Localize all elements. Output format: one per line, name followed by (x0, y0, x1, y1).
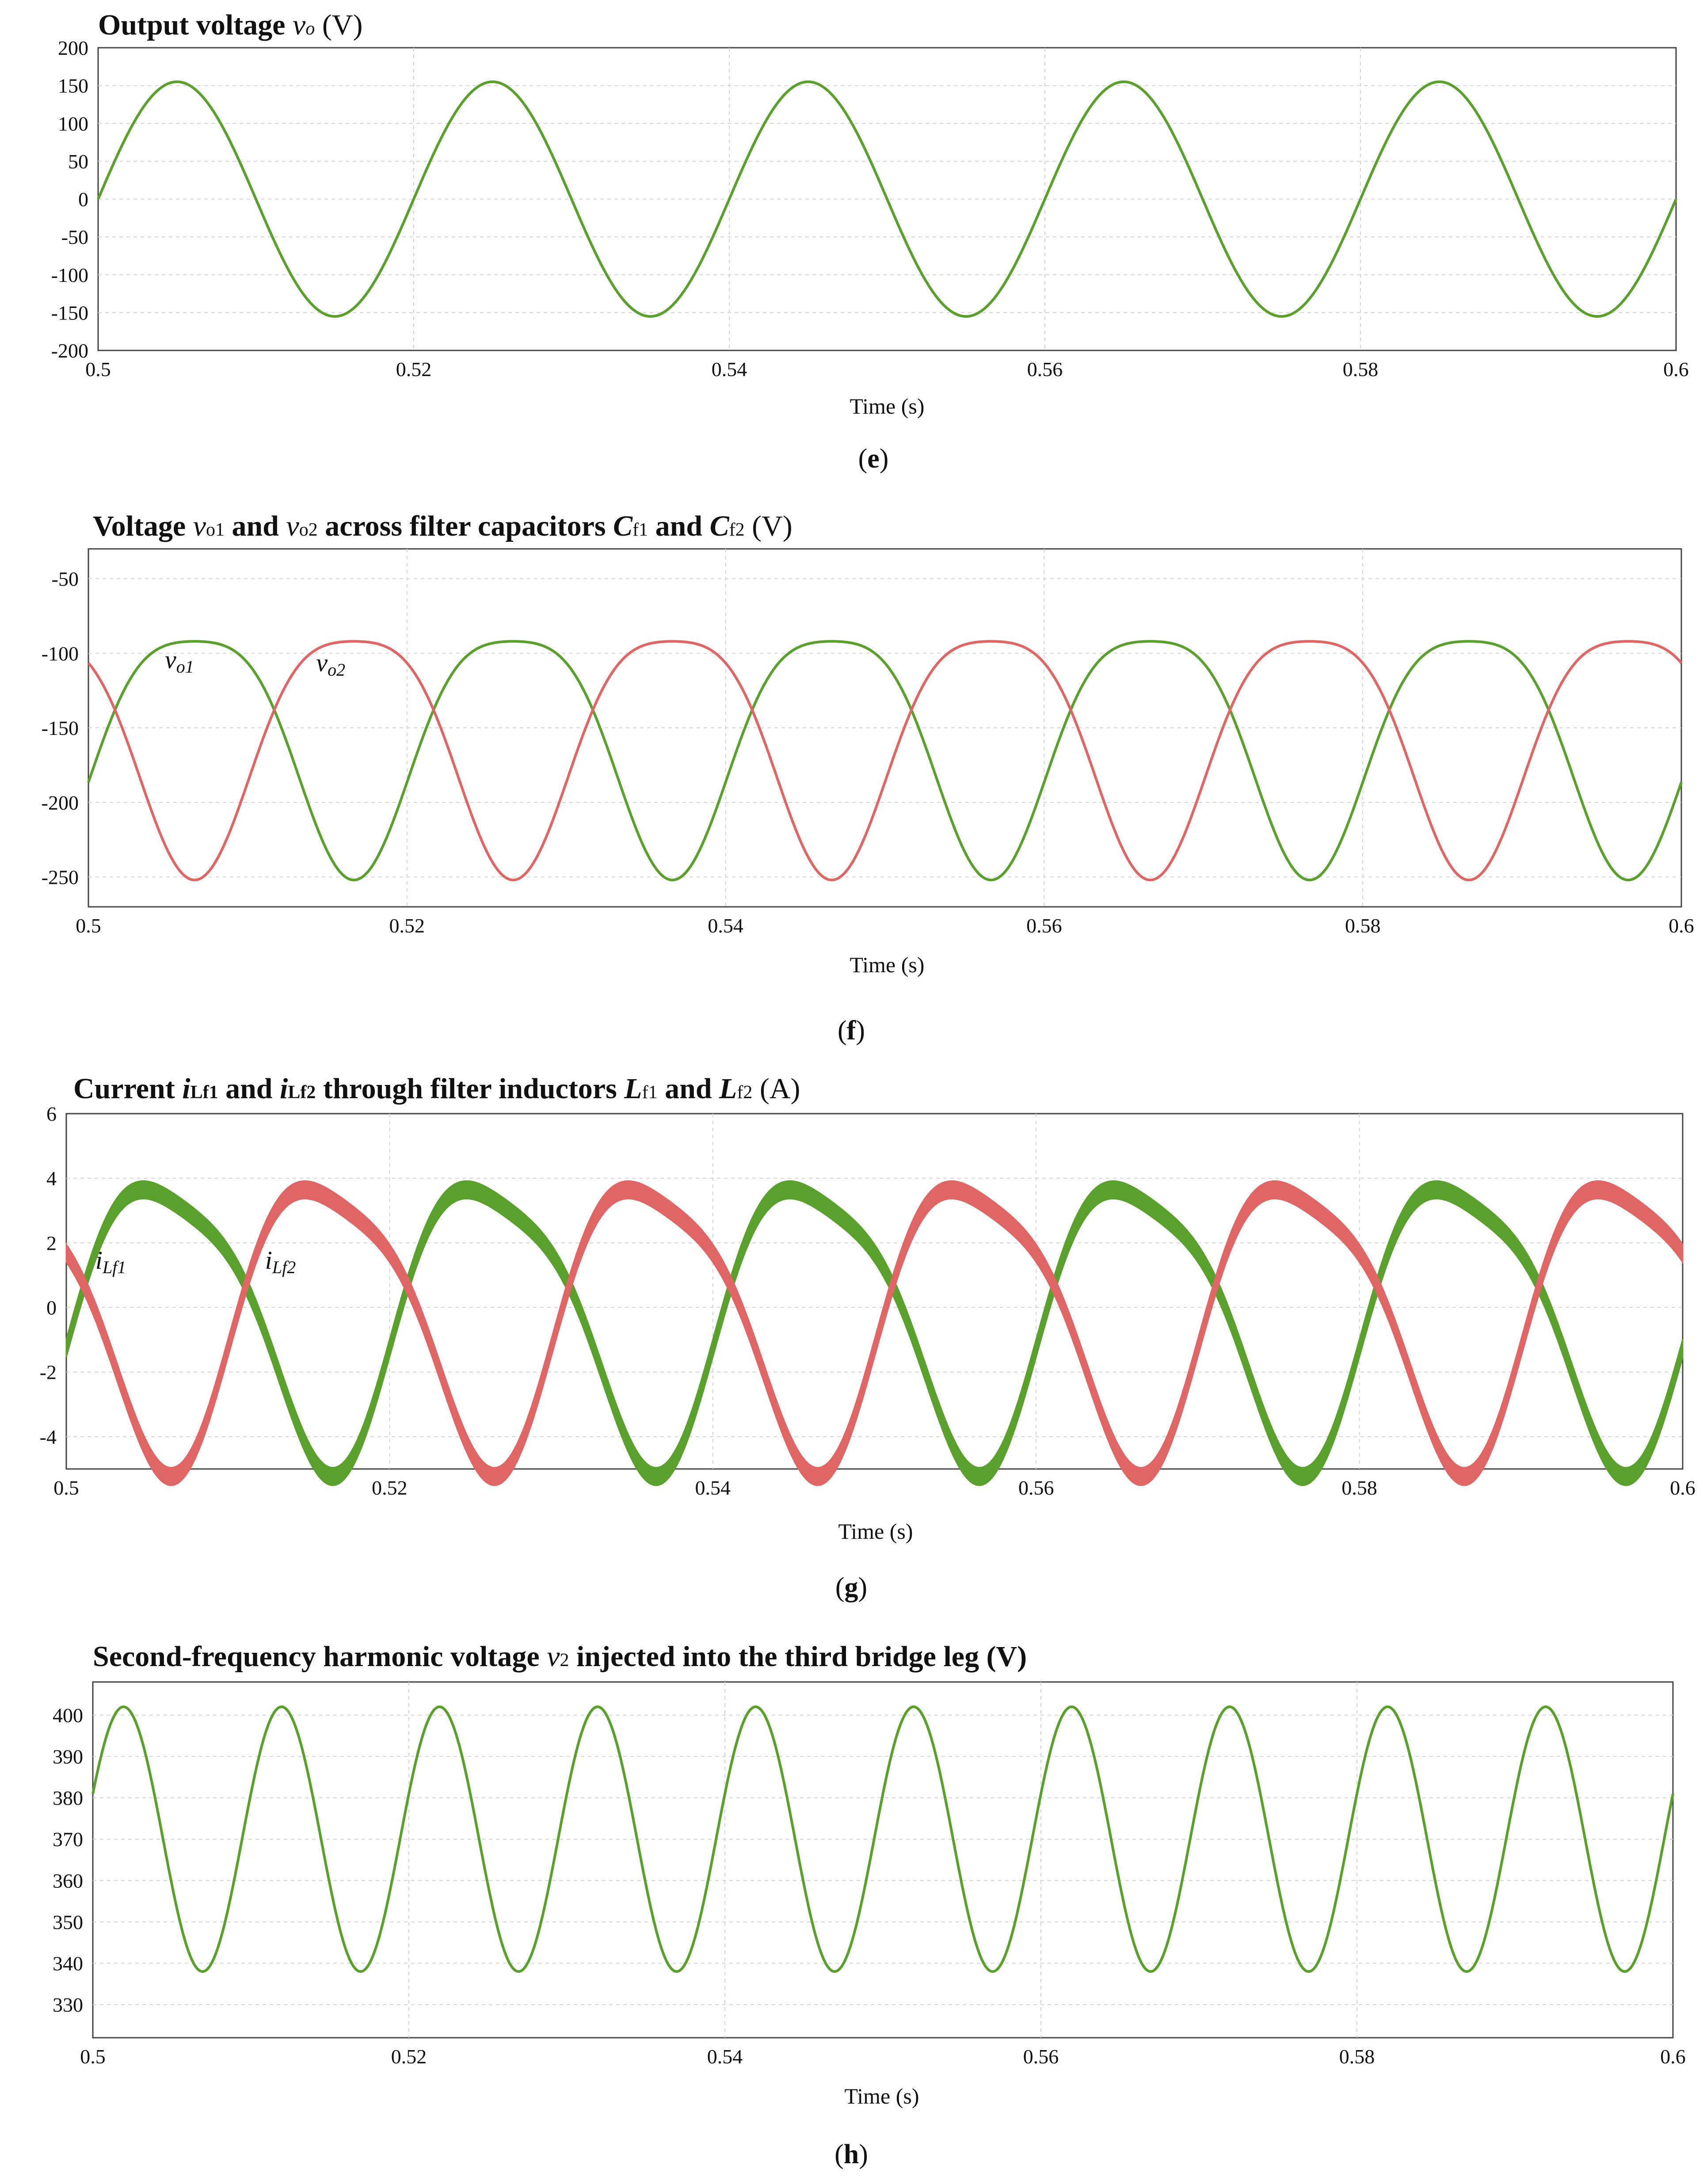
y-tick-label: -150 (42, 717, 79, 739)
y-tick-label: -200 (51, 339, 88, 362)
x-tick-labels-g: 0.5 0.52 0.54 0.56 0.58 0.6 (53, 1476, 1695, 1499)
y-tick-label: 0 (46, 1297, 57, 1319)
plot-frame-g (65, 1113, 1684, 1470)
chart-panel-e: Output voltage vo (V) 200 150 100 50 0 -50 -10… (51, 9, 1689, 474)
series-iLf2 (65, 1180, 1684, 1486)
y-tick-label: -4 (40, 1426, 57, 1448)
plot-frame-h (92, 1681, 1674, 2039)
series-layer-g (65, 1180, 1684, 1486)
y-tick-label: -50 (52, 568, 79, 590)
chart-title-g: Current iLf1 and iLf2 through filter ind… (73, 1073, 800, 1105)
x-axis-label-e: Time (s) (850, 394, 924, 419)
series-vo (97, 80, 1677, 318)
series-layer-f (87, 640, 1683, 882)
x-tick-label: 0.56 (1026, 914, 1062, 937)
x-tick-label: 0.56 (1027, 358, 1063, 380)
x-tick-label: 0.56 (1023, 2045, 1059, 2068)
y-tick-label: -100 (51, 264, 88, 286)
y-tick-label: 2 (46, 1232, 57, 1254)
plot-frame-f (88, 548, 1682, 908)
y-tick-label: 340 (53, 1952, 83, 1975)
y-tick-label: -2 (40, 1361, 57, 1384)
x-tick-label: 0.54 (712, 358, 747, 380)
gridlines-f (88, 549, 1681, 907)
series-layer-e (97, 80, 1677, 318)
y-tick-label: -100 (42, 642, 79, 665)
chart-panel-h: Second-frequency harmonic voltage v2 inj… (53, 1640, 1686, 2169)
x-axis-label-g: Time (s) (838, 1519, 913, 1544)
y-tick-label: -250 (42, 866, 79, 889)
series-layer-h (91, 1705, 1674, 1973)
y-tick-label: 330 (53, 1994, 83, 2016)
chart-title-h: Second-frequency harmonic voltage v2 inj… (93, 1640, 1027, 1673)
x-tick-label: 0.54 (708, 914, 743, 937)
y-tick-label: -150 (51, 301, 88, 324)
y-tick-label: 0 (78, 188, 88, 211)
x-tick-label: 0.58 (1345, 914, 1381, 937)
y-tick-label: 100 (58, 112, 88, 135)
x-tick-label: 0.6 (1670, 1476, 1695, 1499)
x-tick-label: 0.52 (396, 358, 432, 380)
chart-panel-g: Current iLf1 and iLf2 through filter ind… (40, 1073, 1695, 1602)
chart-title-f: Voltage vo1 and vo2 across filter capaci… (93, 510, 792, 542)
y-tick-label: 390 (53, 1745, 83, 1768)
x-tick-label: 0.6 (1669, 914, 1694, 937)
x-axis-label-f: Time (s) (850, 952, 924, 977)
y-tick-labels-g: 6 4 2 0 -2 -4 (40, 1103, 57, 1448)
y-tick-label: 360 (53, 1869, 83, 1892)
x-tick-label: 0.56 (1018, 1476, 1054, 1499)
series-annotation: iLf1 (95, 1246, 126, 1277)
x-tick-label: 0.5 (85, 358, 111, 380)
x-tick-labels-f: 0.5 0.52 0.54 0.56 0.58 0.6 (76, 914, 1694, 937)
x-tick-label: 0.5 (53, 1476, 79, 1499)
x-tick-label: 0.54 (707, 2045, 743, 2068)
x-tick-label: 0.58 (1339, 2045, 1375, 2068)
x-tick-label: 0.6 (1663, 358, 1689, 380)
panel-caption-e: (e) (858, 444, 889, 474)
y-tick-label: 6 (46, 1103, 57, 1125)
y-tick-label: 350 (53, 1911, 83, 1933)
x-tick-label: 0.5 (76, 914, 101, 937)
y-tick-label: 200 (58, 37, 88, 59)
x-tick-label: 0.6 (1660, 2045, 1686, 2068)
panel-caption-h: (h) (834, 2139, 868, 2169)
y-tick-label: 4 (46, 1167, 57, 1190)
panel-caption-f: (f) (838, 1016, 865, 1046)
x-tick-label: 0.52 (391, 2045, 427, 2068)
y-tick-label: 50 (68, 150, 88, 173)
y-tick-label: 370 (53, 1828, 83, 1851)
gridlines-h (93, 1682, 1673, 2038)
y-tick-label: 150 (58, 75, 88, 97)
chart-panel-f: Voltage vo1 and vo2 across filter capaci… (42, 510, 1694, 1046)
series-annotation: vo2 (316, 648, 345, 680)
series-iLf1 (65, 1180, 1684, 1486)
x-tick-label: 0.52 (372, 1476, 408, 1499)
y-tick-labels-h: 400 390 380 370 360 350 340 330 (53, 1704, 83, 2016)
y-tick-label: -200 (42, 791, 79, 814)
x-tick-label: 0.58 (1343, 358, 1379, 380)
series-v2 (91, 1705, 1674, 1973)
y-tick-label: -50 (61, 226, 88, 248)
chart-title-e: Output voltage vo (V) (98, 9, 362, 41)
x-tick-label: 0.54 (695, 1476, 731, 1499)
y-tick-label: 380 (53, 1787, 83, 1809)
x-tick-labels-e: 0.5 0.52 0.54 0.56 0.58 0.6 (85, 358, 1689, 380)
panel-caption-g: (g) (835, 1572, 867, 1602)
y-tick-label: 400 (53, 1704, 83, 1727)
x-tick-label: 0.5 (80, 2045, 106, 2068)
series-annotation: iLf2 (265, 1246, 296, 1277)
annotations-f: vo1 vo2 (165, 645, 345, 680)
y-tick-labels-e: 200 150 100 50 0 -50 -100 -150 -200 (51, 37, 88, 362)
series-vo1 (87, 640, 1683, 882)
x-tick-labels-h: 0.5 0.52 0.54 0.56 0.58 0.6 (80, 2045, 1686, 2068)
x-tick-label: 0.58 (1341, 1476, 1377, 1499)
series-vo2 (87, 640, 1683, 882)
series-annotation: vo1 (165, 645, 194, 677)
x-axis-label-h: Time (s) (844, 2084, 919, 2108)
x-tick-label: 0.52 (389, 914, 425, 937)
y-tick-labels-f: -50 -100 -150 -200 -250 (42, 568, 79, 889)
annotations-g: iLf1 iLf2 (95, 1246, 296, 1277)
